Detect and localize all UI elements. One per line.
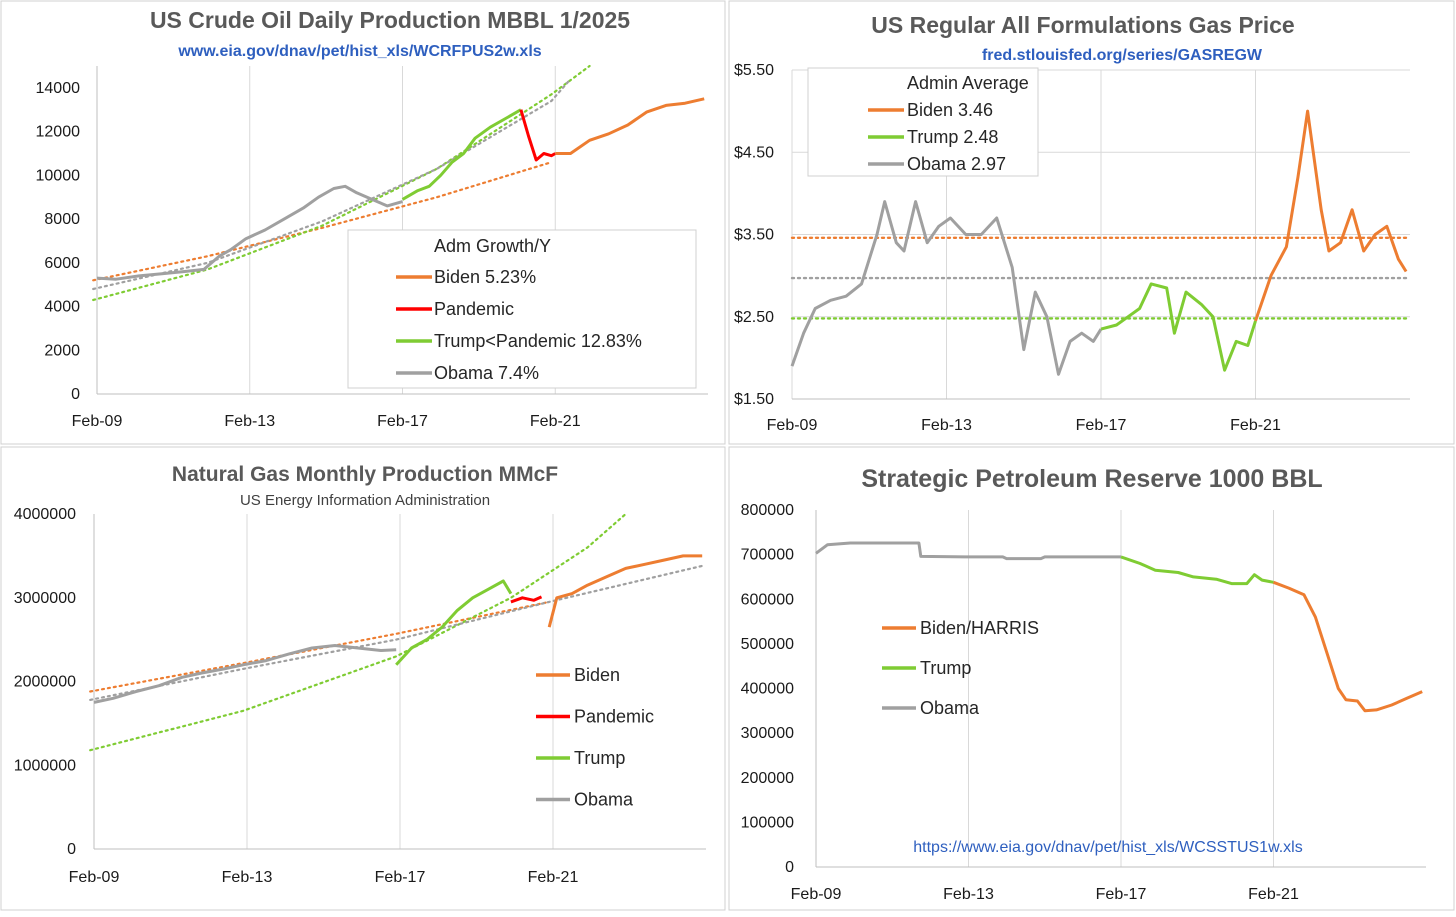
spr-series-obama [815, 541, 1121, 561]
gas-price-y-tick-label: $1.50 [734, 391, 774, 408]
crude-oil-legend-label-trump: Trump<Pandemic 12.83% [434, 331, 642, 351]
spr-legend-label-obama: Obama [920, 698, 980, 718]
panel-border-gas-price [728, 0, 1455, 445]
natural-gas-x-tick-label: Feb-09 [69, 869, 120, 886]
crude-oil-trump-trend-line [92, 64, 591, 302]
spr-legend-label-biden: Biden/HARRIS [920, 618, 1039, 638]
natural-gas-obama-trend-line [89, 564, 704, 701]
gas-price-y-tick-label: $5.50 [734, 62, 774, 79]
crude-oil-x-tick-label: Feb-09 [72, 413, 123, 430]
natural-gas-trump-trend-line [89, 512, 627, 752]
gas-price-x-tick-label: Feb-13 [921, 417, 972, 434]
gas-price-legend-label-trump: Trump 2.48 [907, 127, 998, 147]
panel-border-natural-gas [0, 446, 726, 911]
natural-gas-chart: Natural Gas Monthly Production MMcF US E… [14, 463, 706, 886]
natural-gas-title: Natural Gas Monthly Production MMcF [172, 463, 558, 486]
spr-y-tick-label: 300000 [741, 725, 794, 742]
natural-gas-series-biden [547, 554, 703, 628]
spr-legend-label-trump: Trump [920, 658, 971, 678]
gas-price-title: US Regular All Formulations Gas Price [871, 12, 1294, 38]
gas-price-legend-label-obama: Obama 2.97 [907, 154, 1006, 174]
panel-border-crude-oil [0, 0, 726, 445]
spr-x-tick-label: Feb-21 [1248, 886, 1299, 903]
crude-oil-series-obama [96, 184, 403, 281]
crude-oil-x-tick-label: Feb-21 [530, 413, 581, 430]
gas-price-source-url: fred.stlouisfed.org/series/GASREGW [982, 47, 1263, 64]
spr-y-tick-label: 600000 [741, 591, 794, 608]
gas-price-legend-label-biden: Biden 3.46 [907, 100, 993, 120]
spr-title: Strategic Petroleum Reserve 1000 BBL [861, 465, 1322, 493]
gas-price-legend-title: Admin Average [907, 73, 1029, 93]
spr-y-tick-label: 100000 [741, 814, 794, 831]
natural-gas-legend-label-pandemic: Pandemic [574, 707, 654, 727]
crude-oil-y-tick-label: 4000 [44, 299, 80, 316]
natural-gas-series-trump [395, 579, 513, 666]
natural-gas-y-tick-label: 1000000 [14, 757, 76, 774]
natural-gas-x-tick-label: Feb-13 [222, 869, 273, 886]
spr-x-tick-label: Feb-17 [1096, 886, 1147, 903]
spr-y-tick-label: 800000 [741, 502, 794, 519]
gas-price-legend-box [807, 67, 1039, 177]
gas-price-y-tick-label: $3.50 [734, 227, 774, 244]
natural-gas-source: US Energy Information Administration [240, 492, 490, 509]
natural-gas-series-pandemic [510, 595, 543, 604]
crude-oil-y-tick-label: 14000 [36, 80, 81, 97]
gas-price-x-tick-label: Feb-17 [1076, 417, 1127, 434]
crude-oil-y-tick-label: 2000 [44, 342, 80, 359]
natural-gas-series-obama [93, 644, 397, 704]
gas-price-chart: US Regular All Formulations Gas Price fr… [734, 12, 1412, 434]
gas-price-x-tick-label: Feb-09 [767, 417, 818, 434]
crude-oil-legend-label-pandemic: Pandemic [434, 299, 514, 319]
spr-y-tick-label: 700000 [741, 547, 794, 564]
gas-price-y-tick-label: $4.50 [734, 144, 774, 161]
crude-oil-series-biden [555, 97, 705, 155]
natural-gas-x-tick-label: Feb-21 [528, 869, 579, 886]
crude-oil-legend-label-obama: Obama 7.4% [434, 363, 539, 383]
panel-border-spr [728, 446, 1455, 911]
crude-oil-obama-trend-line [92, 78, 572, 291]
spr-y-tick-label: 400000 [741, 681, 794, 698]
crude-oil-y-tick-label: 0 [71, 386, 80, 403]
crude-oil-biden-trend-line [92, 161, 553, 282]
gas-price-series-trump [1100, 282, 1257, 372]
crude-oil-y-tick-label: 12000 [36, 124, 81, 141]
gas-price-series-biden [1254, 109, 1408, 322]
natural-gas-legend-label-trump: Trump [574, 748, 625, 768]
spr-y-tick-label: 200000 [741, 770, 794, 787]
gas-price-y-tick-label: $2.50 [734, 309, 774, 326]
natural-gas-y-tick-label: 4000000 [14, 506, 76, 523]
spr-y-tick-label: 0 [785, 859, 794, 876]
spr-x-tick-label: Feb-09 [791, 886, 842, 903]
crude-oil-legend-label-biden: Biden 5.23% [434, 267, 536, 287]
natural-gas-y-tick-label: 0 [67, 841, 76, 858]
crude-oil-series-trump [401, 108, 522, 201]
crude-oil-series-pandemic [519, 109, 557, 162]
natural-gas-legend-label-obama: Obama [574, 790, 634, 810]
crude-oil-chart: US Crude Oil Daily Production MBBL 1/202… [36, 7, 708, 430]
crude-oil-x-tick-label: Feb-17 [377, 413, 428, 430]
crude-oil-y-tick-label: 10000 [36, 167, 81, 184]
spr-x-tick-label: Feb-13 [943, 886, 994, 903]
crude-oil-y-tick-label: 6000 [44, 255, 80, 272]
natural-gas-legend-label-biden: Biden [574, 665, 620, 685]
spr-series-trump [1120, 555, 1274, 586]
natural-gas-y-tick-label: 2000000 [14, 674, 76, 691]
spr-chart: Strategic Petroleum Reserve 1000 BBL 0 10… [741, 465, 1426, 903]
crude-oil-x-tick-label: Feb-13 [224, 413, 275, 430]
crude-oil-y-tick-label: 8000 [44, 211, 80, 228]
gas-price-x-tick-label: Feb-21 [1230, 417, 1281, 434]
crude-oil-source-url: www.eia.gov/dnav/pet/hist_xls/WCRFPUS2w.… [177, 43, 541, 60]
natural-gas-y-tick-label: 3000000 [14, 590, 76, 607]
spr-y-tick-label: 500000 [741, 636, 794, 653]
crude-oil-title: US Crude Oil Daily Production MBBL 1/202… [150, 7, 630, 33]
spr-source-url: https://www.eia.gov/dnav/pet/hist_xls/WC… [913, 839, 1302, 856]
crude-oil-legend-title: Adm Growth/Y [434, 236, 551, 256]
spr-series-biden-harris [1272, 580, 1423, 713]
natural-gas-x-tick-label: Feb-17 [375, 869, 426, 886]
gas-price-series-obama [790, 200, 1103, 376]
